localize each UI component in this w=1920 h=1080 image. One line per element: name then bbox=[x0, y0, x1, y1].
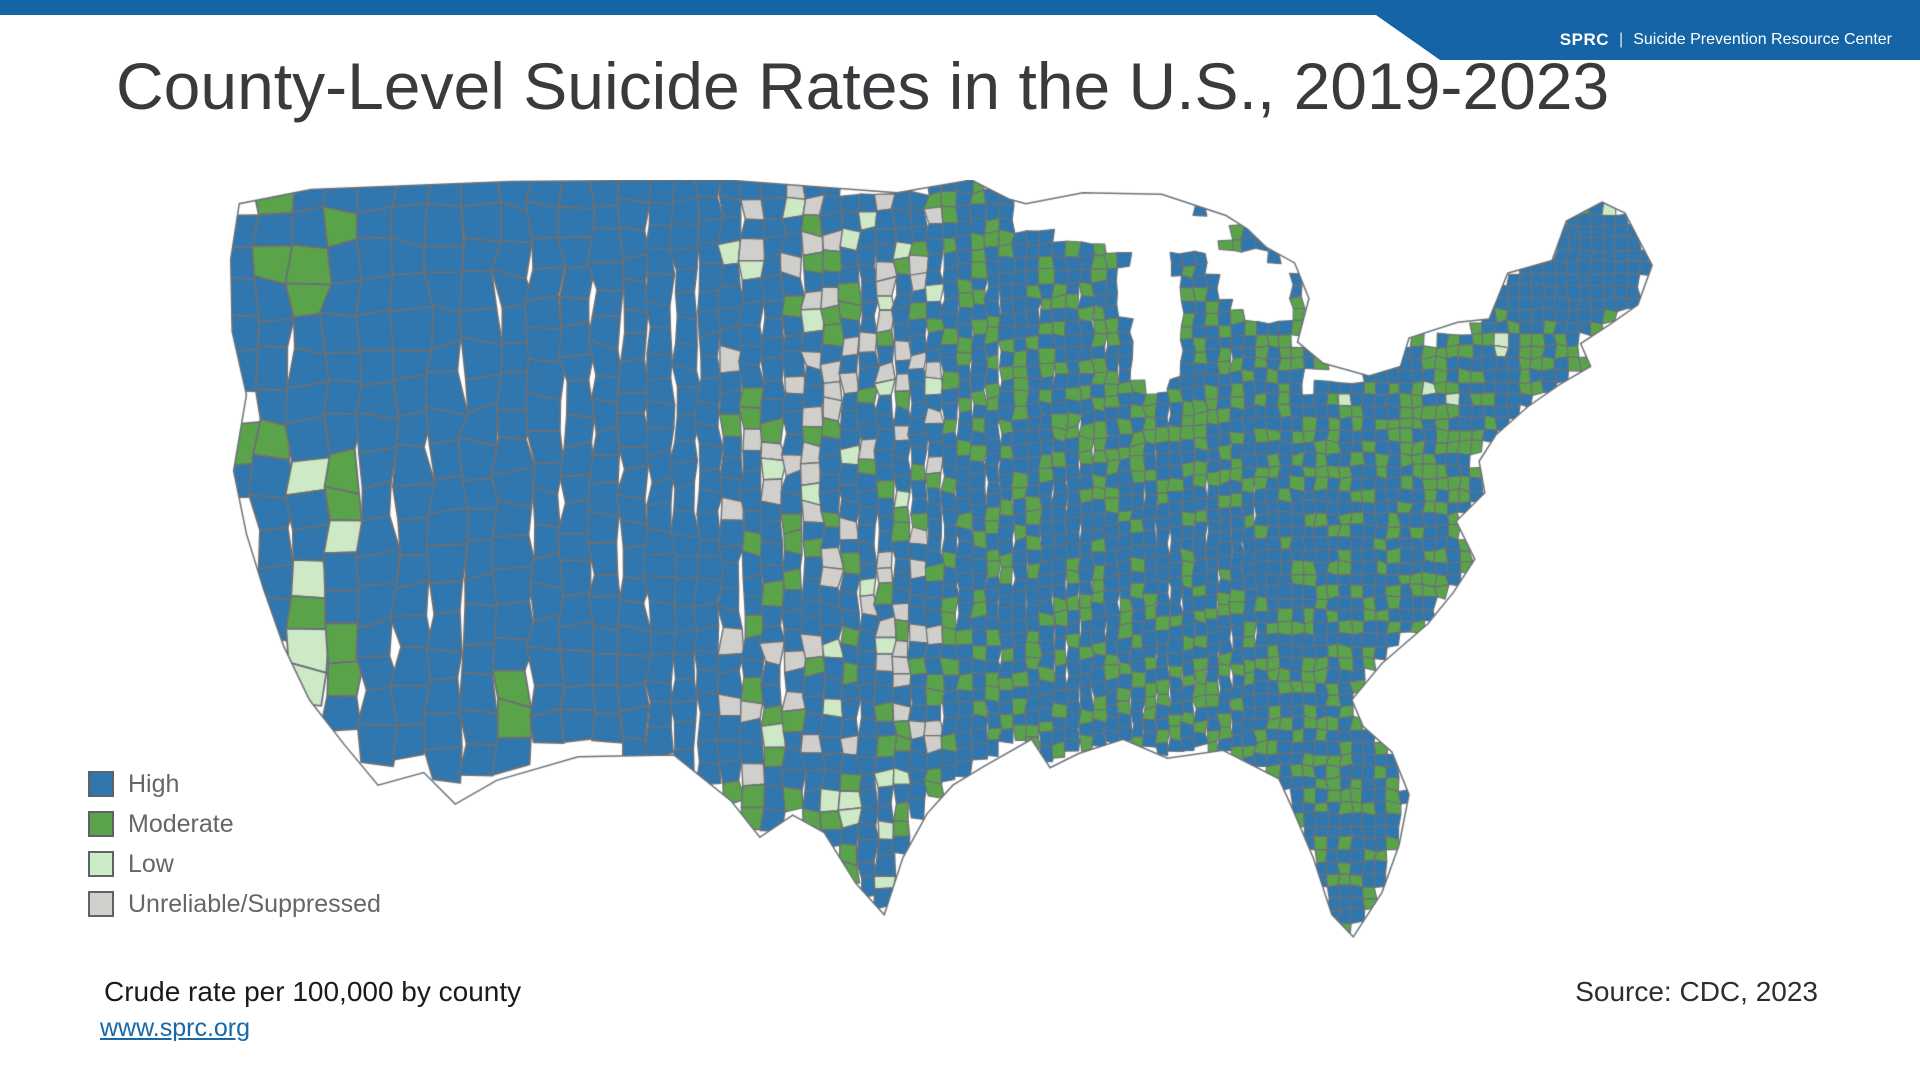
header-banner-shape bbox=[0, 0, 1920, 60]
legend-label: Unreliable/Suppressed bbox=[128, 889, 381, 918]
source-credit: Source: CDC, 2023 bbox=[1575, 976, 1818, 1007]
brand-separator: | bbox=[1619, 31, 1624, 48]
map-footnote: Crude rate per 100,000 by county bbox=[104, 976, 522, 1007]
header-banner bbox=[0, 0, 1920, 60]
legend-label: Moderate bbox=[128, 809, 234, 838]
brand: SPRC | Suicide Prevention Resource Cente… bbox=[1560, 0, 1920, 70]
legend-swatch bbox=[88, 851, 114, 877]
legend-swatch bbox=[88, 891, 114, 917]
brand-acronym: SPRC bbox=[1559, 30, 1610, 49]
legend-swatch bbox=[88, 771, 114, 797]
us-county-choropleth-map bbox=[225, 180, 1655, 970]
legend-label: High bbox=[128, 769, 180, 798]
legend-item-high: High bbox=[88, 764, 381, 804]
map-legend: High Moderate Low Unreliable/Suppressed bbox=[88, 764, 381, 924]
brand-name: Suicide Prevention Resource Center bbox=[1633, 31, 1892, 48]
legend-item-unreliable-suppressed: Unreliable/Suppressed bbox=[88, 884, 381, 924]
legend-swatch bbox=[88, 811, 114, 837]
legend-label: Low bbox=[128, 849, 174, 878]
page-title: County-Level Suicide Rates in the U.S., … bbox=[116, 49, 1610, 123]
legend-item-moderate: Moderate bbox=[88, 804, 381, 844]
legend-item-low: Low bbox=[88, 844, 381, 884]
sprc-website-link[interactable]: www.sprc.org bbox=[100, 1014, 251, 1042]
